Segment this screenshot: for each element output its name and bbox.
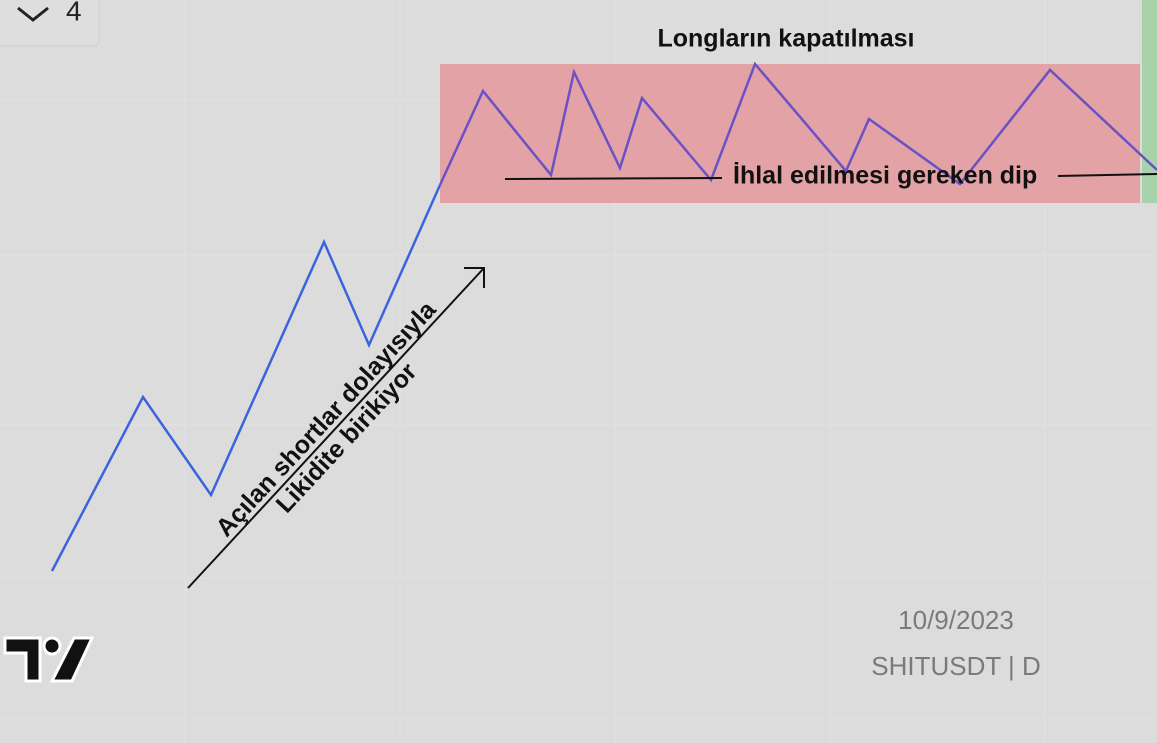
- toolbar-count: 4: [66, 0, 82, 26]
- watermark-date: 10/9/2023: [898, 605, 1014, 635]
- top-label: Longların kapatılması: [657, 25, 914, 53]
- level-label: İhlal edilmesi gereken dip: [733, 162, 1037, 190]
- range-box: [440, 64, 1140, 203]
- price-path: [50, 184, 442, 572]
- watermark-symbol: SHITUSDT | D: [871, 651, 1041, 681]
- toolbar-button[interactable]: 4: [0, 0, 100, 47]
- level-line: [1057, 173, 1157, 177]
- logo: [3, 636, 95, 683]
- arrow: [187, 267, 485, 589]
- green-box: [1142, 0, 1157, 203]
- level-line: [504, 177, 723, 180]
- price-path-range: [438, 61, 1157, 186]
